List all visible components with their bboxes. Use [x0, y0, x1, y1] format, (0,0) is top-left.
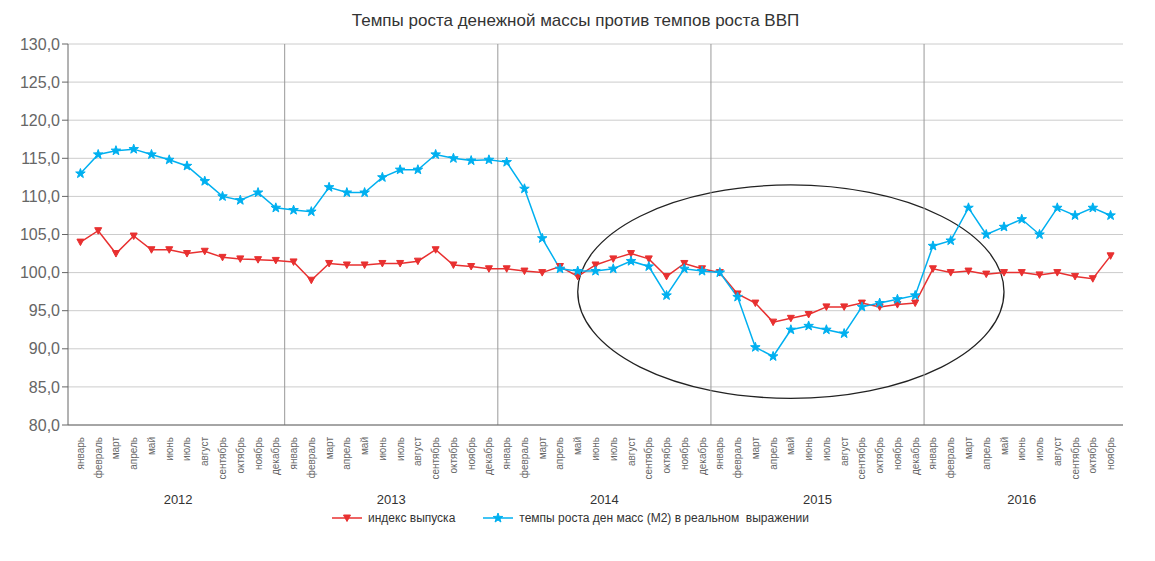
svg-text:август: август: [839, 437, 850, 466]
svg-text:100,0: 100,0: [20, 264, 60, 281]
svg-text:95,0: 95,0: [29, 302, 60, 319]
svg-text:май: май: [785, 437, 796, 455]
svg-text:ноябрь: ноябрь: [253, 437, 264, 470]
svg-text:105,0: 105,0: [20, 226, 60, 243]
svg-text:декабрь: декабрь: [910, 437, 921, 475]
svg-text:май: май: [999, 437, 1010, 455]
svg-text:январь: январь: [288, 437, 299, 469]
svg-text:март: март: [750, 437, 761, 460]
svg-text:декабрь: декабрь: [483, 437, 494, 475]
svg-text:февраль: февраль: [945, 437, 956, 478]
svg-text:январь: январь: [501, 437, 512, 469]
svg-text:120,0: 120,0: [20, 112, 60, 129]
svg-text:август: август: [199, 437, 210, 466]
svg-text:апрель: апрель: [768, 437, 779, 470]
svg-text:июль: июль: [608, 437, 619, 461]
svg-text:октябрь: октябрь: [448, 437, 459, 474]
svg-text:июль: июль: [1034, 437, 1045, 461]
svg-text:октябрь: октябрь: [661, 437, 672, 474]
svg-text:90,0: 90,0: [29, 340, 60, 357]
svg-text:март: март: [963, 437, 974, 460]
svg-text:сентябрь: сентябрь: [1070, 437, 1081, 480]
svg-text:август: август: [412, 437, 423, 466]
svg-text:80,0: 80,0: [29, 417, 60, 434]
svg-text:август: август: [626, 437, 637, 466]
svg-text:сентябрь: сентябрь: [430, 437, 441, 480]
html-text:индекс выпуска: индекс выпуска: [368, 511, 456, 525]
svg-text:февраль: февраль: [93, 437, 104, 478]
svg-text:июль: июль: [181, 437, 192, 461]
svg-text:июнь: июнь: [164, 437, 175, 461]
svg-text:апрель: апрель: [128, 437, 139, 470]
svg-text:июнь: июнь: [377, 437, 388, 461]
svg-text:январь: январь: [75, 437, 86, 469]
svg-text:ноябрь: ноябрь: [1105, 437, 1116, 470]
svg-text:январь: январь: [927, 437, 938, 469]
svg-text:85,0: 85,0: [29, 379, 60, 396]
svg-text:110,0: 110,0: [21, 188, 60, 205]
svg-text:май: май: [572, 437, 583, 455]
svg-text:июнь: июнь: [803, 437, 814, 461]
svg-text:февраль: февраль: [519, 437, 530, 478]
svg-text:октябрь: октябрь: [874, 437, 885, 474]
svg-text:сентябрь: сентябрь: [643, 437, 654, 480]
svg-text:115,0: 115,0: [21, 150, 60, 167]
svg-text:ноябрь: ноябрь: [679, 437, 690, 470]
html-text:темпы роста ден масс (М2) в ре: темпы роста ден масс (М2) в реальном выр…: [519, 511, 809, 525]
svg-text:2012: 2012: [164, 492, 193, 507]
svg-text:125,0: 125,0: [20, 74, 60, 91]
svg-text:апрель: апрель: [554, 437, 565, 470]
svg-text:март: март: [110, 437, 121, 460]
svg-text:март: март: [324, 437, 335, 460]
svg-text:декабрь: декабрь: [697, 437, 708, 475]
svg-text:июль: июль: [821, 437, 832, 461]
svg-text:июнь: июнь: [1016, 437, 1027, 461]
svg-text:март: март: [537, 437, 548, 460]
svg-text:август: август: [1052, 437, 1063, 466]
svg-text:130,0: 130,0: [20, 36, 60, 53]
svg-text:сентябрь: сентябрь: [856, 437, 867, 480]
svg-text:2013: 2013: [377, 492, 406, 507]
svg-text:ноябрь: ноябрь: [892, 437, 903, 470]
svg-text:2016: 2016: [1007, 492, 1036, 507]
svg-text:2014: 2014: [590, 492, 619, 507]
svg-text:ноябрь: ноябрь: [466, 437, 477, 470]
svg-text:октябрь: октябрь: [235, 437, 246, 474]
svg-text:февраль: февраль: [732, 437, 743, 478]
svg-text:январь: январь: [714, 437, 725, 469]
svg-text:декабрь: декабрь: [270, 437, 281, 475]
svg-text:июль: июль: [395, 437, 406, 461]
svg-text:апрель: апрель: [341, 437, 352, 470]
html-text:Темпы роста денежной массы про: Темпы роста денежной массы против темпов…: [351, 11, 800, 30]
svg-text:апрель: апрель: [981, 437, 992, 470]
svg-text:сентябрь: сентябрь: [217, 437, 228, 480]
svg-text:май: май: [359, 437, 370, 455]
svg-text:июнь: июнь: [590, 437, 601, 461]
svg-text:февраль: февраль: [306, 437, 317, 478]
svg-text:май: май: [146, 437, 157, 455]
svg-text:октябрь: октябрь: [1087, 437, 1098, 474]
svg-text:2015: 2015: [803, 492, 832, 507]
